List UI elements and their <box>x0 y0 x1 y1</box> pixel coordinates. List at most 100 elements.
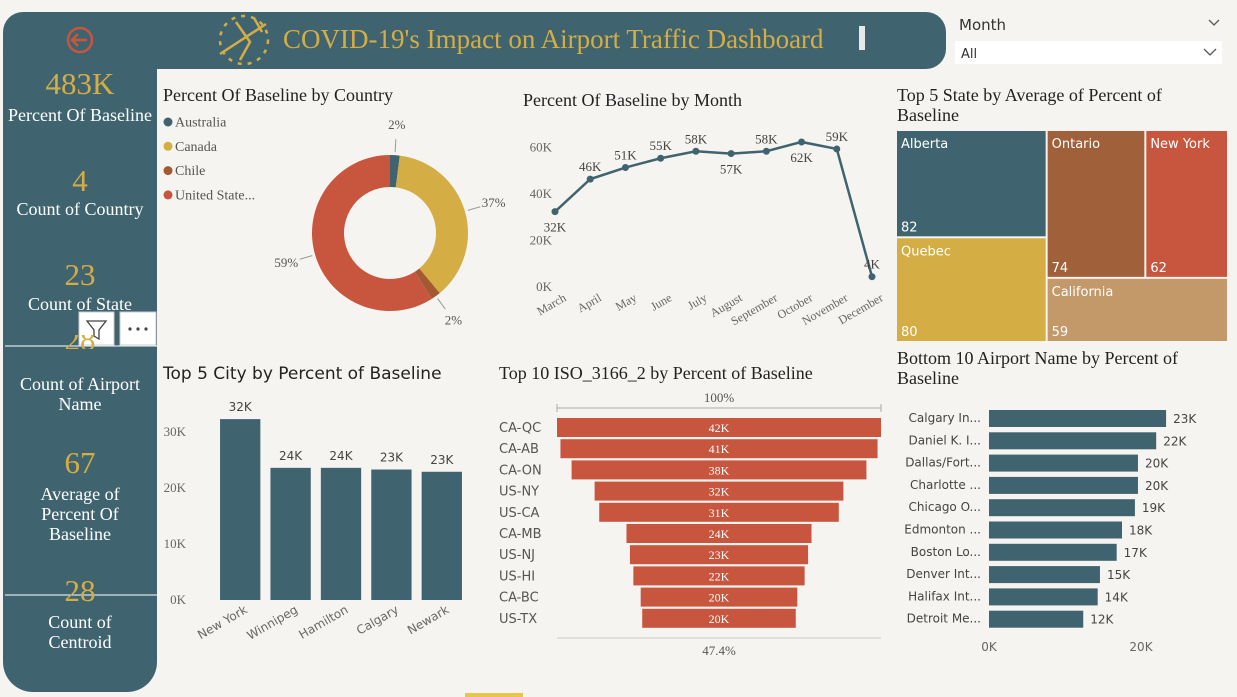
bar <box>270 467 311 600</box>
data-label: 23K <box>430 453 454 467</box>
data-label: 23K <box>709 548 730 562</box>
kpi-value: 23 <box>64 257 96 292</box>
funnel-bottom-label: 47.4% <box>702 643 736 658</box>
kpi-value: 4 <box>72 163 88 198</box>
y-tick-label: 40K <box>530 186 553 201</box>
line-point <box>621 164 629 172</box>
bar <box>989 521 1122 539</box>
bar <box>989 499 1135 517</box>
tile-label: California <box>1052 285 1114 300</box>
category-label: Calgary In... <box>909 411 981 425</box>
tile-label: Quebec <box>901 244 951 259</box>
line-point <box>551 208 559 216</box>
category-label: Dallas/Fort... <box>905 456 981 470</box>
category-label: US-TX <box>499 612 537 627</box>
data-label: 19K <box>1142 501 1166 515</box>
slicer-collapse-icon[interactable] <box>1208 19 1220 26</box>
bar <box>989 454 1138 472</box>
line-point <box>762 147 770 155</box>
data-label: 59% <box>274 255 298 270</box>
slicer-dropdown[interactable] <box>955 41 1222 64</box>
donut-slice <box>312 155 432 311</box>
y-tick-label: 10K <box>164 536 187 551</box>
legend-marker <box>163 141 173 151</box>
line-point <box>833 145 841 153</box>
chart-title: Top 5 City by Percent of Baseline <box>163 364 442 384</box>
category-label: US-NY <box>499 485 539 500</box>
kpi-label: Count of State <box>28 294 132 314</box>
y-tick-label: 20K <box>164 480 187 495</box>
bar <box>989 610 1084 628</box>
sidebar <box>3 12 157 692</box>
category-label: CA-MB <box>499 527 542 542</box>
funnel-bar <box>629 545 809 565</box>
data-label: 24K <box>279 449 303 463</box>
page-tab-indicator <box>465 693 523 697</box>
data-label: 17K <box>1124 546 1148 560</box>
line-point <box>657 154 665 162</box>
y-tick-label: 60K <box>530 140 553 155</box>
data-label: 23K <box>380 451 404 465</box>
line-series <box>554 140 874 278</box>
donut-slice <box>395 155 469 294</box>
treemap-tile <box>897 131 1046 237</box>
data-label: 20K <box>709 591 730 605</box>
kpi-value: 28 <box>64 573 96 608</box>
y-tick-label: 0K <box>536 279 553 294</box>
tile-label: New York <box>1150 137 1210 152</box>
data-label: 12K <box>1090 613 1114 627</box>
bar <box>421 471 462 600</box>
data-label: 62K <box>790 150 813 165</box>
category-label: Charlotte ... <box>910 478 981 492</box>
kpi-value: 28 <box>5 335 155 349</box>
bar <box>989 476 1138 494</box>
bar <box>989 543 1117 561</box>
leader-line <box>394 139 397 153</box>
leader-line <box>467 206 481 211</box>
bar <box>989 566 1100 584</box>
chart-title: Percent Of Baseline by Month <box>523 90 742 110</box>
funnel-bar <box>557 418 881 437</box>
chart-title: Top 5 State by Average of Percent of Bas… <box>897 85 1162 125</box>
data-label: 2% <box>388 117 406 132</box>
kpi-value: 67 <box>64 445 96 480</box>
treemap-tile <box>1047 278 1227 341</box>
data-label: 51K <box>614 148 637 163</box>
data-label: 42K <box>709 421 730 435</box>
tile-value: 80 <box>901 325 918 340</box>
data-label: 20K <box>1145 457 1169 471</box>
data-label: 24K <box>709 527 730 541</box>
legend-label: Chile <box>175 164 205 179</box>
x-tick-label: July <box>685 290 709 312</box>
bar <box>989 432 1157 450</box>
kpi-value-text: 28 <box>5 335 155 349</box>
data-label: 22K <box>709 569 730 583</box>
dashboard-title: COVID-19's Impact on Airport Traffic Das… <box>283 24 824 54</box>
treemap-tile <box>1047 131 1145 277</box>
more-options-button[interactable] <box>119 311 157 346</box>
data-label: 32K <box>229 400 253 414</box>
category-label: Denver Int... <box>906 567 981 581</box>
data-label: 41K <box>709 442 730 456</box>
funnel-bar <box>633 566 805 586</box>
bar <box>371 469 412 600</box>
kpi-label: Count of Centroid <box>48 612 112 652</box>
data-label: 46K <box>579 159 602 174</box>
funnel-top-label: 100% <box>704 390 735 405</box>
chart-title: Percent Of Baseline by Country <box>163 85 393 105</box>
filter-button[interactable] <box>78 311 115 346</box>
treemap-tile <box>1146 131 1227 277</box>
line-point <box>727 150 735 158</box>
category-label: US-CA <box>499 506 540 521</box>
tile-value: 59 <box>1052 325 1069 340</box>
category-label: Detroit Me... <box>907 612 981 626</box>
back-button[interactable] <box>66 26 94 54</box>
bar <box>989 588 1098 606</box>
slicer-value[interactable]: All <box>961 47 977 62</box>
data-label: 32K <box>544 220 567 235</box>
x-tick-label: 20K <box>1129 640 1153 654</box>
data-label: 15K <box>1107 568 1131 582</box>
dropdown-chevron[interactable] <box>1203 48 1217 56</box>
legend-label: Canada <box>175 140 218 155</box>
